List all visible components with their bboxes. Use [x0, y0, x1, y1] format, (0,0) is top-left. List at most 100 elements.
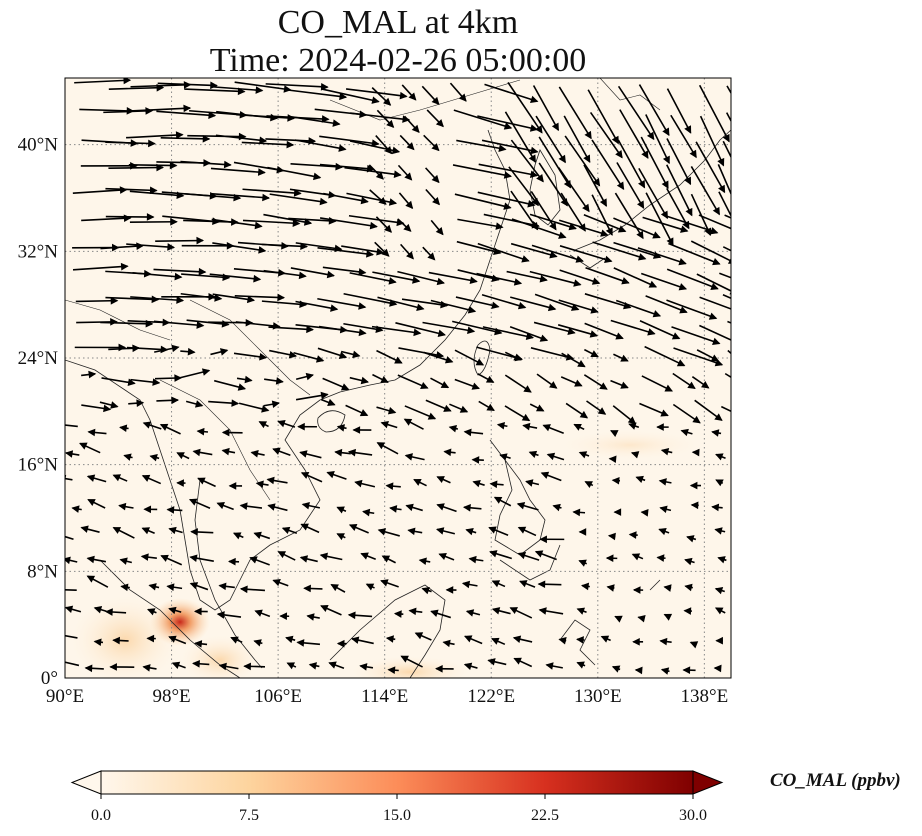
- wind-arrow: [168, 526, 183, 535]
- wind-arrow: [317, 297, 367, 310]
- lat-tick-label: 16°N: [18, 455, 59, 476]
- wind-arrow: [680, 428, 693, 437]
- wind-arrow: [404, 453, 425, 461]
- wind-arrow: [640, 509, 649, 517]
- wind-arrow: [423, 351, 454, 364]
- wind-arrow: [241, 140, 295, 149]
- wind-arrow: [578, 559, 588, 567]
- wind-arrow: [211, 85, 264, 94]
- wind-arrow: [376, 406, 397, 415]
- wind-arrow: [695, 141, 726, 194]
- wind-arrow: [336, 533, 346, 541]
- wind-arrow: [611, 476, 621, 485]
- wind-arrow: [436, 476, 451, 484]
- wind-arrow: [192, 448, 213, 457]
- wind-arrow: [573, 423, 585, 431]
- wind-arrow: [265, 82, 329, 91]
- wind-arrow: [267, 166, 322, 181]
- wind-arrow: [184, 87, 246, 96]
- wind-arrow: [672, 403, 701, 424]
- wind-arrow: [583, 164, 608, 207]
- wind-arrow: [699, 296, 731, 310]
- wind-arrow: [400, 243, 414, 260]
- wind-arrow: [457, 218, 504, 230]
- wind-arrow: [65, 424, 78, 428]
- wind-arrow: [436, 527, 456, 535]
- wind-arrow: [511, 218, 567, 239]
- co-hotspot: [150, 598, 210, 646]
- wind-arrow: [238, 402, 270, 413]
- wind-arrow: [375, 216, 393, 233]
- wind-arrow: [565, 402, 589, 419]
- wind-arrow: [477, 115, 539, 132]
- wind-arrow: [506, 270, 548, 283]
- wind-arrow: [105, 608, 127, 616]
- wind-arrow: [699, 324, 731, 341]
- wind-arrow: [268, 325, 314, 334]
- wind-arrow: [529, 213, 577, 231]
- wind-arrow: [218, 582, 235, 591]
- wind-arrow: [684, 557, 695, 566]
- wind-arrow: [253, 531, 271, 540]
- wind-arrow: [584, 481, 594, 489]
- wind-arrow: [714, 527, 726, 535]
- wind-arrow: [619, 109, 649, 159]
- wind-arrow: [631, 553, 644, 561]
- wind-arrow: [584, 348, 599, 358]
- wind-arrow: [449, 82, 467, 102]
- wind-arrow: [509, 325, 549, 342]
- wind-arrow: [297, 422, 317, 431]
- wind-arrow: [453, 109, 513, 130]
- wind-arrow: [576, 607, 587, 615]
- wind-arrow: [529, 403, 545, 412]
- wind-arrow: [296, 639, 321, 647]
- wind-arrow: [269, 349, 298, 359]
- wind-arrow: [589, 111, 623, 159]
- wind-arrow: [193, 607, 208, 616]
- wind-arrow: [421, 85, 440, 106]
- wind-arrow: [123, 453, 133, 461]
- lat-tick-label: 40°N: [18, 135, 59, 156]
- wind-arrow: [185, 400, 204, 408]
- wind-arrow: [65, 634, 78, 639]
- wind-arrow: [190, 528, 214, 536]
- wind-arrow: [578, 451, 590, 459]
- wind-arrow: [407, 527, 423, 536]
- wind-arrow: [86, 575, 109, 588]
- wind-arrow: [487, 658, 507, 666]
- wind-arrow: [645, 114, 670, 165]
- wind-arrow: [561, 352, 586, 368]
- wind-arrow: [404, 405, 437, 420]
- wind-arrow: [713, 664, 722, 673]
- wind-arrow: [635, 475, 646, 484]
- wind-arrow: [711, 503, 723, 512]
- wind-arrow: [197, 477, 216, 488]
- wind-arrow: [346, 192, 398, 206]
- wind-arrow: [372, 271, 421, 284]
- wind-arrow: [84, 664, 104, 673]
- wind-arrow: [143, 505, 158, 514]
- wind-arrow: [465, 609, 481, 617]
- wind-arrow: [614, 192, 644, 240]
- wind-arrow: [645, 192, 674, 246]
- wind-arrow: [112, 526, 135, 539]
- wind-arrow: [537, 580, 562, 589]
- wind-arrow: [400, 655, 423, 668]
- wind-arrow: [507, 82, 543, 134]
- wind-arrow: [371, 325, 422, 337]
- wind-arrow: [611, 665, 621, 673]
- wind-arrow: [504, 374, 532, 393]
- wind-arrow: [668, 242, 721, 266]
- wind-arrow: [504, 405, 531, 422]
- wind-arrow: [477, 191, 536, 208]
- wind-arrow: [418, 557, 431, 566]
- wind-arrow: [552, 503, 562, 512]
- wind-arrow: [430, 299, 477, 314]
- wind-arrow: [393, 610, 404, 618]
- colorbar: 0.0 7.5 15.0 22.5 30.0: [70, 770, 724, 824]
- wind-arrow: [130, 296, 185, 304]
- wind-arrow: [639, 320, 681, 340]
- wind-arrow: [452, 164, 512, 179]
- lon-tick-label: 106°E: [254, 686, 302, 707]
- wind-arrow: [422, 246, 436, 261]
